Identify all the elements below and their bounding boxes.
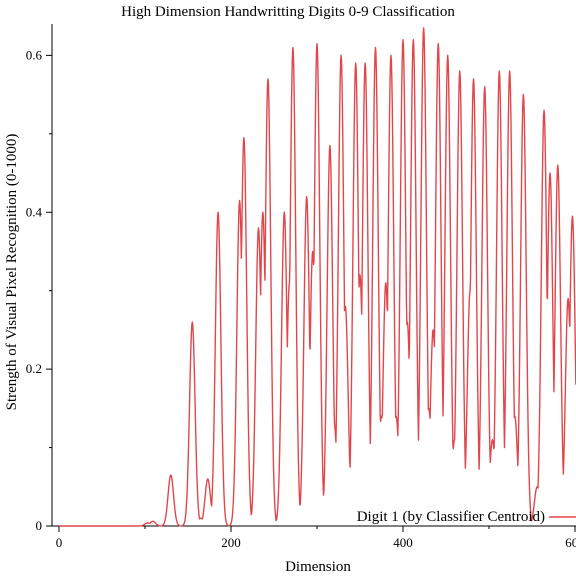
y-tick-label: 0 xyxy=(36,518,43,533)
x-tick-label: 0 xyxy=(56,535,63,550)
series-line xyxy=(58,27,576,527)
x-tick-label: 600 xyxy=(565,535,576,550)
series-group xyxy=(58,27,576,527)
legend: Digit 1 (by Classifier Centroid) xyxy=(357,509,576,525)
chart-title: High Dimension Handwritting Digits 0-9 C… xyxy=(121,4,455,20)
x-axis-label: Dimension xyxy=(285,559,351,575)
y-axis-label: Strength of Visual Pixel Recognition (0-… xyxy=(4,134,20,411)
x-tick-label: 200 xyxy=(221,535,241,550)
y-tick-label: 0.6 xyxy=(26,47,43,62)
y-tick-label: 0.2 xyxy=(26,361,42,376)
x-tick-label: 400 xyxy=(393,535,413,550)
legend-label: Digit 1 (by Classifier Centroid) xyxy=(357,509,545,525)
y-tick-label: 0.4 xyxy=(26,204,43,219)
